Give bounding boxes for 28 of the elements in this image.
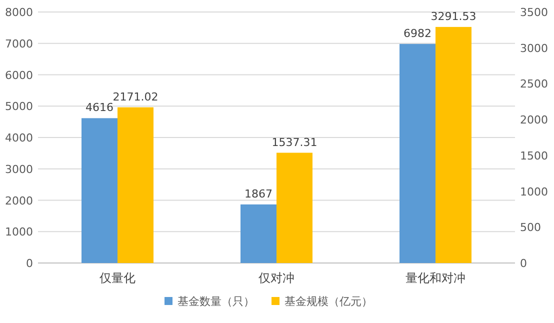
xtick: 仅量化 bbox=[100, 271, 136, 285]
ytick: 0 bbox=[26, 257, 33, 270]
y2tick: 2500 bbox=[520, 78, 548, 91]
y2tick: 2000 bbox=[520, 114, 548, 127]
ytick: 3000 bbox=[5, 162, 33, 176]
data-label: 2171.02 bbox=[112, 90, 158, 104]
ytick: 7000 bbox=[5, 37, 33, 50]
ytick: 4000 bbox=[5, 132, 33, 144]
y2tick: 1500 bbox=[520, 149, 548, 162]
data-label: 6982 bbox=[404, 26, 432, 40]
y2tick: 3500 bbox=[520, 6, 548, 19]
data-label: 1867 bbox=[244, 187, 272, 200]
data-label: 4616 bbox=[86, 101, 114, 114]
y2tick: 3000 bbox=[520, 42, 548, 55]
y2tick: 500 bbox=[520, 221, 541, 234]
y2tick: 1000 bbox=[520, 185, 548, 198]
ytick: 2000 bbox=[5, 194, 33, 208]
xtick: 仅对冲 bbox=[258, 271, 294, 285]
ytick: 1000 bbox=[5, 226, 33, 239]
legend-label: 基金规模（亿元） bbox=[284, 295, 372, 308]
y2tick: 0 bbox=[520, 257, 527, 270]
ytick: 6000 bbox=[5, 68, 33, 82]
data-label: 1537.31 bbox=[272, 136, 318, 149]
data-label: 3291.53 bbox=[430, 10, 476, 23]
xtick: 量化和对冲 bbox=[406, 271, 466, 285]
ytick: 8000 bbox=[5, 6, 33, 19]
legend-label: 基金数量（只） bbox=[178, 295, 254, 308]
ytick: 5000 bbox=[5, 100, 33, 114]
